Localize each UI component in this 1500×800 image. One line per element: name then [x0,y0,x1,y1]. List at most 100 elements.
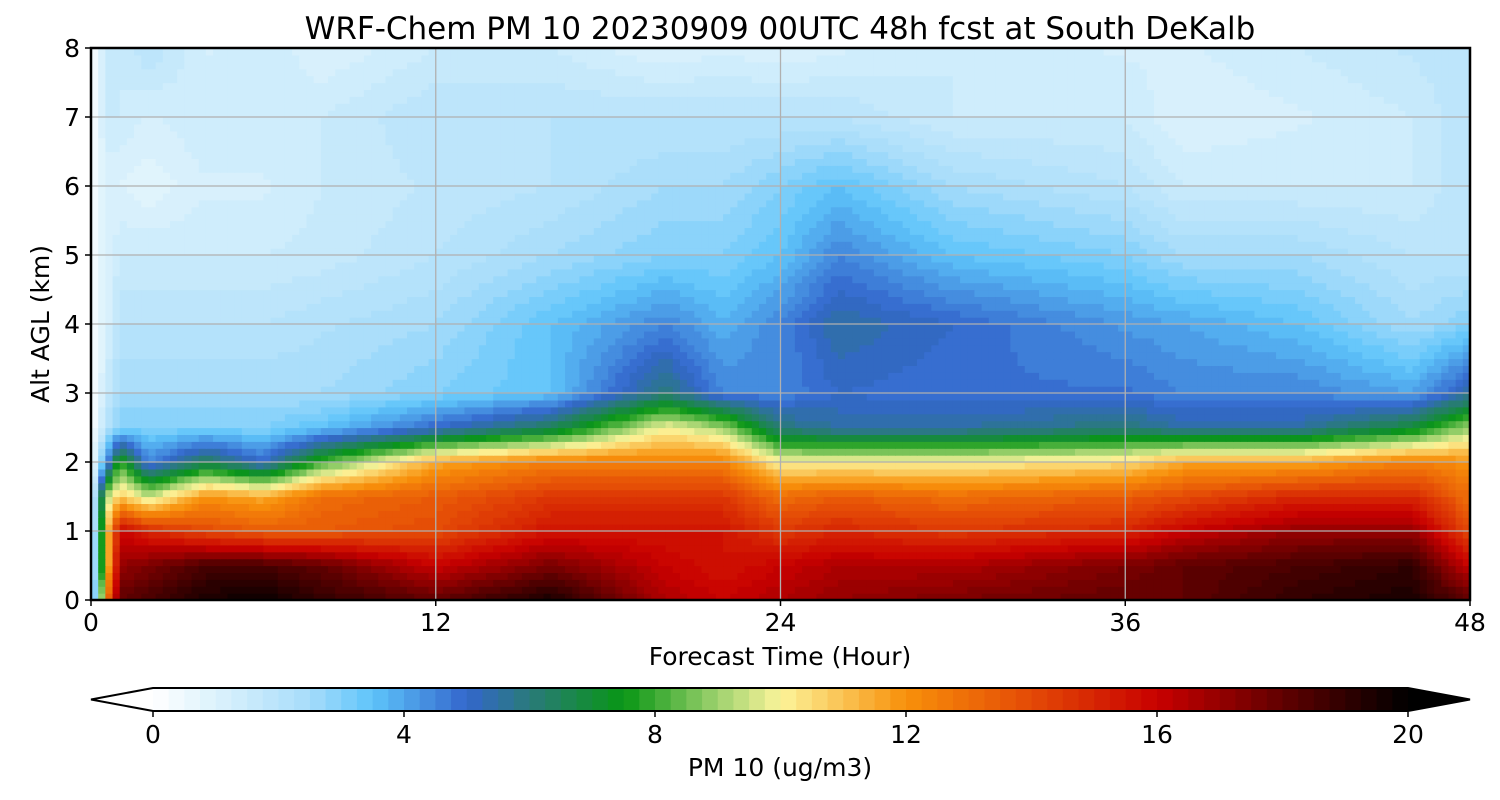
field-cell [873,427,882,435]
field-cell [995,531,1004,539]
field-cell [758,427,767,435]
field-cell [1211,448,1220,456]
field-cell [888,448,897,456]
field-cell [687,427,695,435]
field-cell [1082,427,1090,435]
field-cell [1398,593,1406,600]
field-cell [227,531,236,539]
field-cell [881,579,889,587]
field-cell [407,510,415,518]
field-cell [1340,427,1349,435]
field-cell [1355,489,1363,498]
field-cell [629,510,638,518]
field-cell [1168,468,1177,477]
field-cell [1283,510,1292,518]
field-cell [507,517,516,525]
field-cell [1412,468,1421,477]
field-cell [1197,558,1205,567]
field-cell [931,455,940,463]
field-cell [241,537,250,546]
field-cell [134,593,142,600]
field-cell [1067,510,1076,518]
field-cell [1448,462,1457,470]
field-cell [888,524,897,532]
field-cell [543,531,552,539]
field-cell [794,517,803,525]
field-cell [1311,475,1320,484]
field-cell [191,489,200,498]
field-cell [837,420,846,429]
field-cell [593,503,602,511]
field-cell [1290,593,1299,600]
field-cell [1268,434,1277,442]
field-cell [313,496,322,504]
field-cell [320,510,329,518]
field-cell [622,503,631,511]
field-cell [234,462,243,470]
field-cell [938,517,947,525]
field-cell [1232,448,1241,456]
field-cell [1139,496,1148,504]
field-cell [241,517,250,525]
field-cell [615,544,624,553]
field-cell [557,593,566,600]
field-cell [1290,496,1299,504]
field-cell [529,455,537,463]
field-cell [658,572,667,580]
field-cell [1290,551,1299,560]
field-cell [392,462,401,470]
field-cell [500,475,509,484]
field-cell [1039,510,1047,518]
field-cell [794,503,803,511]
field-cell [148,524,157,532]
field-cell [1390,448,1399,456]
field-cell [428,441,437,449]
field-cell [234,455,243,463]
field-cell [442,558,451,567]
field-cell [399,420,408,429]
field-cell [148,455,157,463]
field-cell [622,517,631,525]
field-cell [1053,468,1062,477]
field-cell [1297,496,1306,504]
field-cell [363,441,372,449]
field-cell [119,579,128,587]
field-cell [1355,531,1363,539]
field-cell [170,503,178,511]
field-cell [859,586,868,594]
field-cell [766,489,774,498]
field-cell [1225,482,1234,491]
field-cell [629,544,638,553]
field-cell [866,420,875,429]
field-cell [1276,544,1284,553]
field-cell [1103,427,1112,435]
field-cell [1268,593,1277,600]
field-cell [615,572,624,580]
field-cell [715,579,724,587]
field-cell [1297,510,1306,518]
field-cell [586,510,595,518]
field-cell [227,475,236,484]
field-cell [1247,475,1256,484]
field-cell [931,448,940,456]
field-cell [1240,427,1248,435]
field-cell [1398,455,1406,463]
field-cell [363,593,372,600]
field-cell [1125,455,1134,463]
field-cell [98,503,106,511]
field-cell [1225,517,1234,525]
field-cell [622,475,631,484]
field-cell [1441,468,1450,477]
field-cell [1204,572,1213,580]
field-cell [119,455,128,463]
field-cell [1405,448,1414,456]
field-cell [521,448,530,456]
field-cell [1254,572,1263,580]
field-cell [428,551,437,560]
field-cell [916,441,925,449]
field-cell [1031,524,1040,532]
field-cell [493,593,501,600]
field-cell [945,517,954,525]
field-cell [457,468,466,477]
field-cell [112,475,121,484]
